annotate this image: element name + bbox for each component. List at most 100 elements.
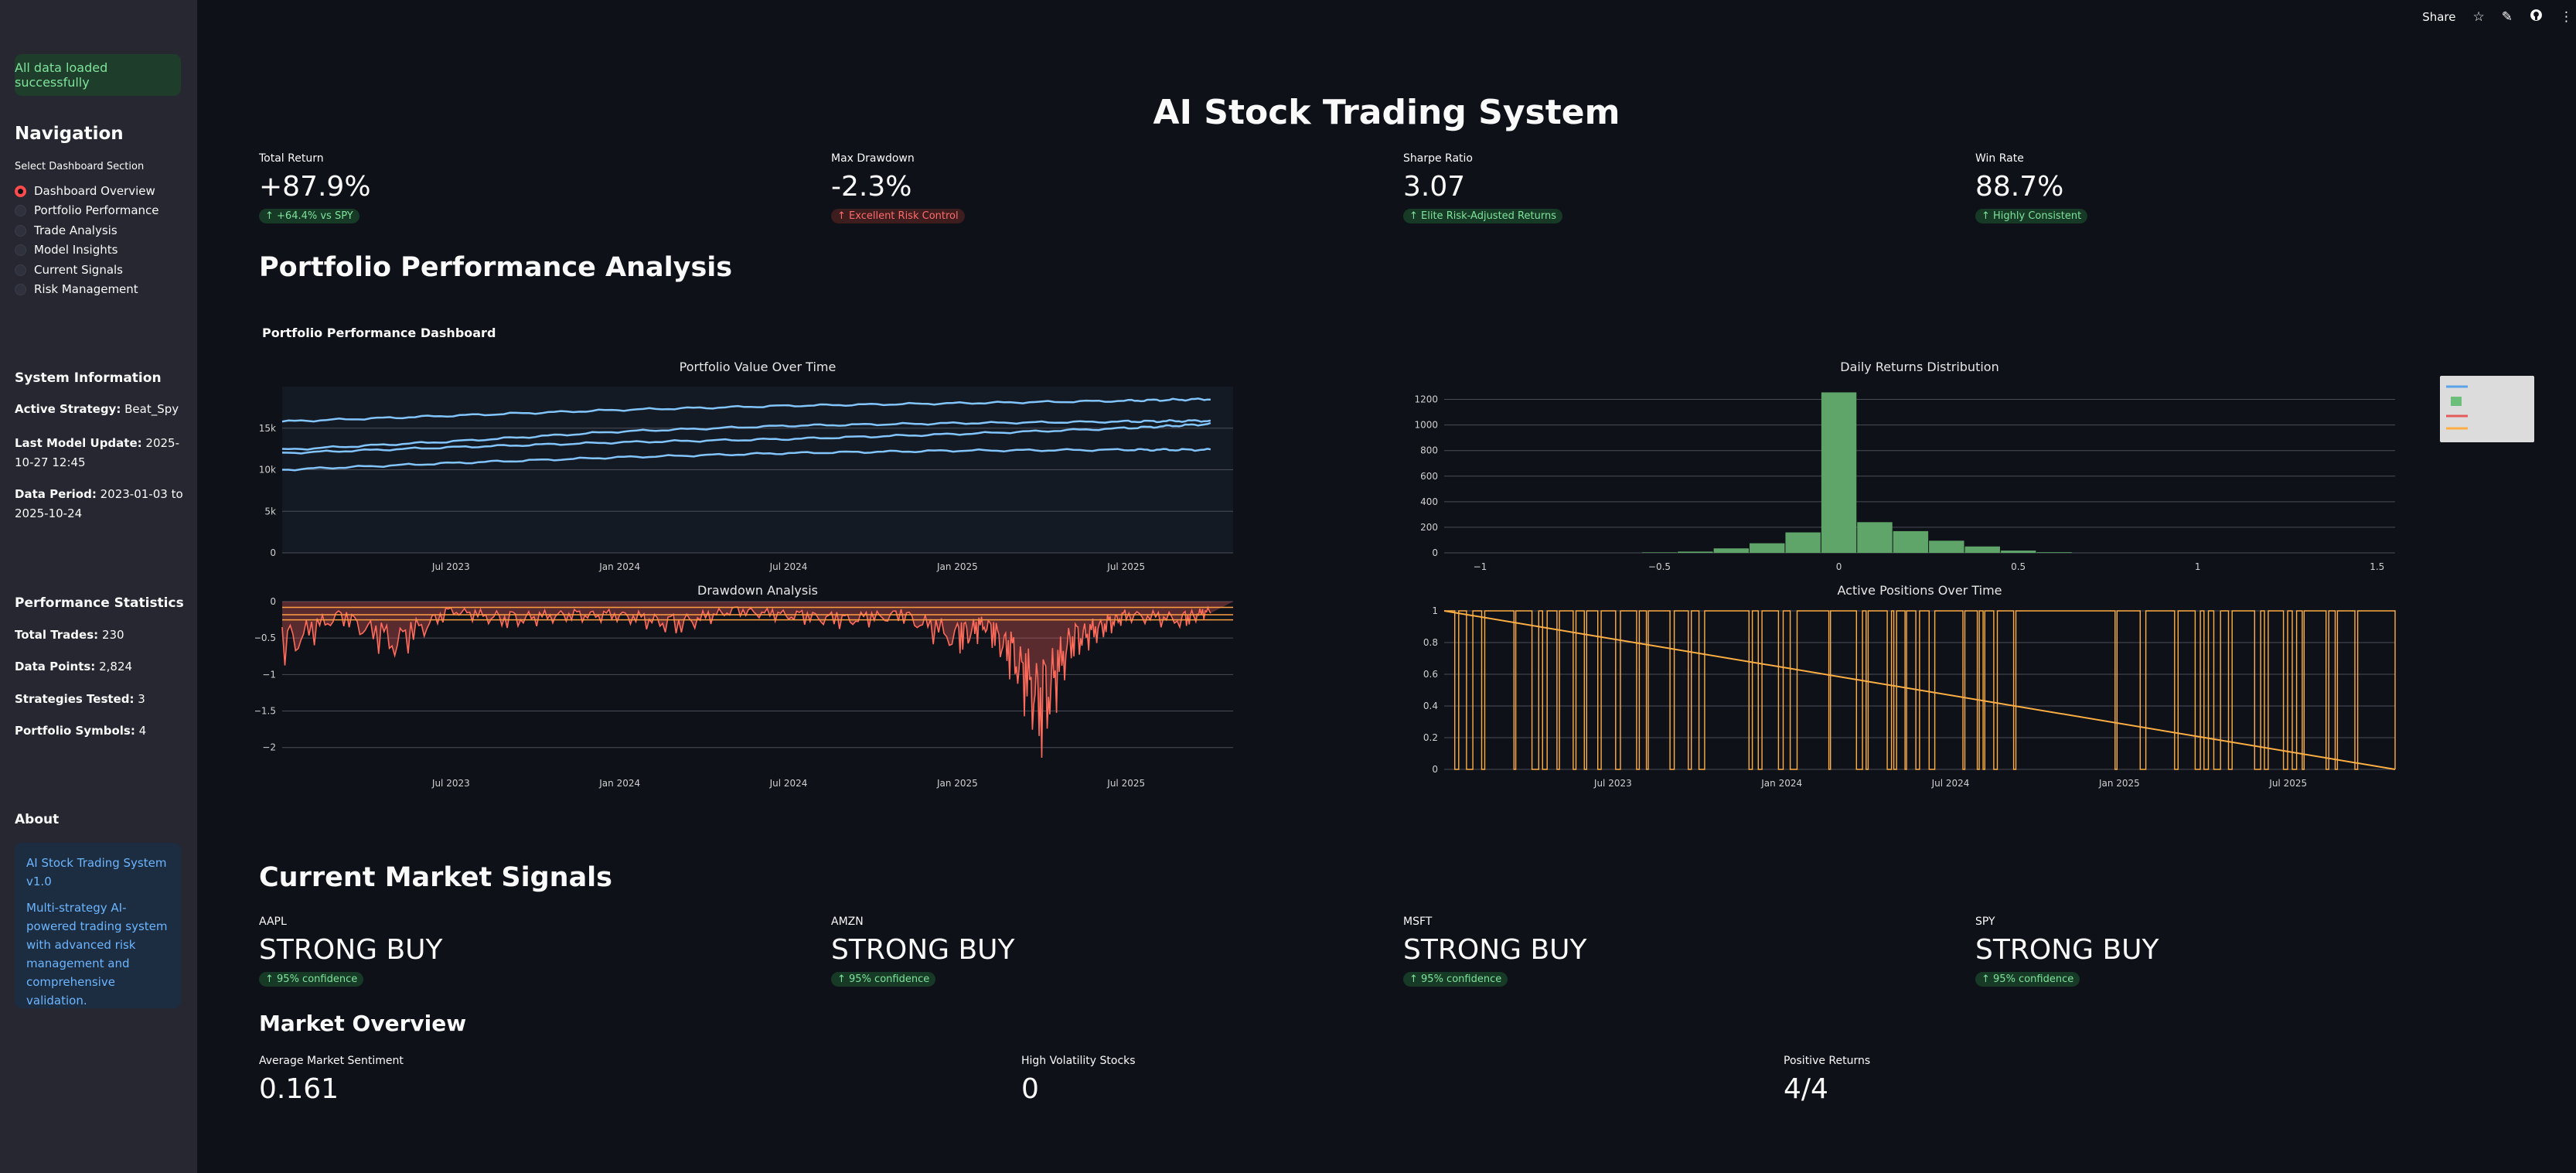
positions-line <box>1444 610 2396 770</box>
nav-radio-dashboard-overview[interactable]: Dashboard Overview <box>15 182 155 199</box>
signal-aapl: AAPL STRONG BUY ↑ 95% confidence <box>259 916 443 987</box>
metric-average-sentiment: Average Market Sentiment 0.161 <box>259 1055 404 1105</box>
histogram-bar <box>1893 530 1929 553</box>
signals-heading: Current Market Signals <box>259 862 613 893</box>
portfolio-value-chart[interactable]: 0 5k 10k 15k Jul 2023 Jan 2024 Jul 2024 Jan 202… <box>255 379 1245 572</box>
last-model-update: Last Model Update: 2025-10-27 12:45 <box>15 436 180 469</box>
nav-radio-trade-analysis[interactable]: Trade Analysis <box>15 222 118 239</box>
portfolio-series-line <box>281 419 1211 451</box>
about-version: AI Stock Trading System v1.0 <box>26 856 167 888</box>
x-tick-label: Jan 2024 <box>1760 778 1802 789</box>
drawdown-chart[interactable]: 0 −0.5 −1 −1.5 −2 Jul 2023 Jan 2024 Jul 2024 Jan… <box>255 595 1245 804</box>
kpi-delta: ↑ Elite Risk-Adjusted Returns <box>1403 209 1562 223</box>
portfolio-section-heading: Portfolio Performance Analysis <box>259 252 733 283</box>
x-tick-label: −1 <box>1474 561 1487 572</box>
signal-amzn: AMZN STRONG BUY ↑ 95% confidence <box>831 916 1015 987</box>
about-info-box: AI Stock Trading System v1.0 Multi-strat… <box>15 843 181 1008</box>
y-tick-label: 600 <box>1420 471 1438 482</box>
stat-data-points: Data Points: 2,824 <box>15 660 133 673</box>
success-alert: All data loaded successfully <box>15 54 181 96</box>
y-tick-label: −0.5 <box>255 633 276 643</box>
x-tick-label: Jul 2023 <box>431 561 470 572</box>
x-tick-label: 0 <box>1836 561 1842 572</box>
market-overview-heading: Market Overview <box>259 1011 467 1036</box>
histogram-bar <box>2036 552 2072 553</box>
portfolio-series-line <box>282 448 1211 472</box>
y-tick-label: 0 <box>1432 764 1438 775</box>
nav-radio-portfolio-performance[interactable]: Portfolio Performance <box>15 202 159 219</box>
top-toolbar: Share ☆ ✎ ⋮ <box>2422 8 2576 26</box>
stat-strategies-tested: Strategies Tested: 3 <box>15 692 145 706</box>
metric-high-volatility: High Volatility Stocks 0 <box>1021 1055 1136 1105</box>
nav-radio-risk-management[interactable]: Risk Management <box>15 281 138 298</box>
edit-icon[interactable]: ✎ <box>2501 9 2513 25</box>
x-tick-label: Jul 2025 <box>1106 778 1145 789</box>
y-tick-label: −1 <box>262 669 276 680</box>
kpi-delta: ↑ Excellent Risk Control <box>831 209 965 223</box>
radio-icon <box>15 204 26 217</box>
drawdown-area <box>282 602 1233 758</box>
y-tick-label: 10k <box>259 465 276 476</box>
kpi-total-return: Total Return +87.9% ↑ +64.4% vs SPY <box>259 152 371 223</box>
histogram-bar <box>1713 548 1750 553</box>
system-info-heading: System Information <box>15 370 162 386</box>
histogram-bar <box>2000 551 2036 553</box>
signal-confidence: ↑ 95% confidence <box>259 972 364 987</box>
active-strategy: Active Strategy: Beat_Spy <box>15 402 179 416</box>
y-tick-label: 0.8 <box>1423 637 1438 648</box>
portfolio-series-line <box>281 397 1211 423</box>
navigation-heading: Navigation <box>15 124 124 144</box>
github-icon[interactable] <box>2530 9 2543 26</box>
y-tick-label: −2 <box>262 742 276 753</box>
chart-title-returns-distribution: Daily Returns Distribution <box>1840 360 1999 374</box>
returns-distribution-chart[interactable]: 0 200 400 600 800 1000 1200 −1 −0.5 0 0.5 1 1.5 <box>1392 379 2397 572</box>
more-icon[interactable]: ⋮ <box>2560 9 2573 25</box>
kpi-win-rate: Win Rate 88.7% ↑ Highly Consistent <box>1975 152 2088 223</box>
active-positions-chart[interactable]: 0 0.2 0.4 0.6 0.8 1 Jul 2023 Jan 2024 Jul 2024 Ja… <box>1392 595 2397 804</box>
y-tick-label: 0 <box>270 547 276 558</box>
nav-radio-model-insights[interactable]: Model Insights <box>15 241 118 258</box>
nav-radio-current-signals[interactable]: Current Signals <box>15 261 123 278</box>
performance-stats-heading: Performance Statistics <box>15 595 184 611</box>
kpi-delta: ↑ +64.4% vs SPY <box>259 209 359 223</box>
histogram-bar <box>1785 532 1821 553</box>
stat-portfolio-symbols: Portfolio Symbols: 4 <box>15 724 147 738</box>
star-icon[interactable]: ☆ <box>2472 9 2485 25</box>
signal-confidence: ↑ 95% confidence <box>831 972 936 987</box>
x-tick-label: Jul 2025 <box>1106 561 1145 572</box>
histogram-bar <box>1964 546 2000 553</box>
x-tick-label: Jan 2025 <box>936 778 978 789</box>
metric-positive-returns: Positive Returns 4/4 <box>1784 1055 1871 1105</box>
chart-title-active-positions: Active Positions Over Time <box>1837 583 2002 598</box>
y-tick-label: 1 <box>1432 605 1438 616</box>
chart-legend[interactable] <box>2440 376 2534 442</box>
signal-confidence: ↑ 95% confidence <box>1975 972 2080 987</box>
nav-select-label: Select Dashboard Section <box>15 161 145 172</box>
x-tick-label: Jan 2024 <box>598 778 640 789</box>
page-title: AI Stock Trading System <box>1153 93 1620 132</box>
radio-selected-icon <box>15 185 26 197</box>
x-tick-label: Jan 2025 <box>2098 778 2140 789</box>
x-tick-label: Jul 2024 <box>769 561 808 572</box>
x-tick-label: 0.5 <box>2011 561 2026 572</box>
histogram-bar <box>1857 522 1893 553</box>
x-tick-label: Jul 2024 <box>769 778 808 789</box>
histogram-bar <box>1678 551 1713 553</box>
y-tick-label: 0.6 <box>1423 669 1438 680</box>
radio-icon <box>15 244 26 256</box>
kpi-delta: ↑ Highly Consistent <box>1975 209 2088 223</box>
y-tick-label: 5k <box>264 506 276 517</box>
share-button[interactable]: Share <box>2422 10 2456 24</box>
radio-icon <box>15 283 26 295</box>
kpi-sharpe-ratio: Sharpe Ratio 3.07 ↑ Elite Risk-Adjusted … <box>1403 152 1562 223</box>
data-period: Data Period: 2023-01-03 to 2025-10-24 <box>15 487 183 520</box>
dashboard-title: Portfolio Performance Dashboard <box>262 326 496 340</box>
y-tick-label: 400 <box>1420 496 1438 507</box>
chart-title-portfolio-value: Portfolio Value Over Time <box>679 360 837 374</box>
y-tick-label: 15k <box>259 423 276 434</box>
about-heading: About <box>15 812 60 827</box>
sidebar: All data loaded successfully Navigation … <box>0 0 197 1173</box>
y-tick-label: 1200 <box>1414 394 1438 405</box>
kpi-max-drawdown: Max Drawdown -2.3% ↑ Excellent Risk Cont… <box>831 152 965 223</box>
histogram-bar <box>1821 392 1857 553</box>
